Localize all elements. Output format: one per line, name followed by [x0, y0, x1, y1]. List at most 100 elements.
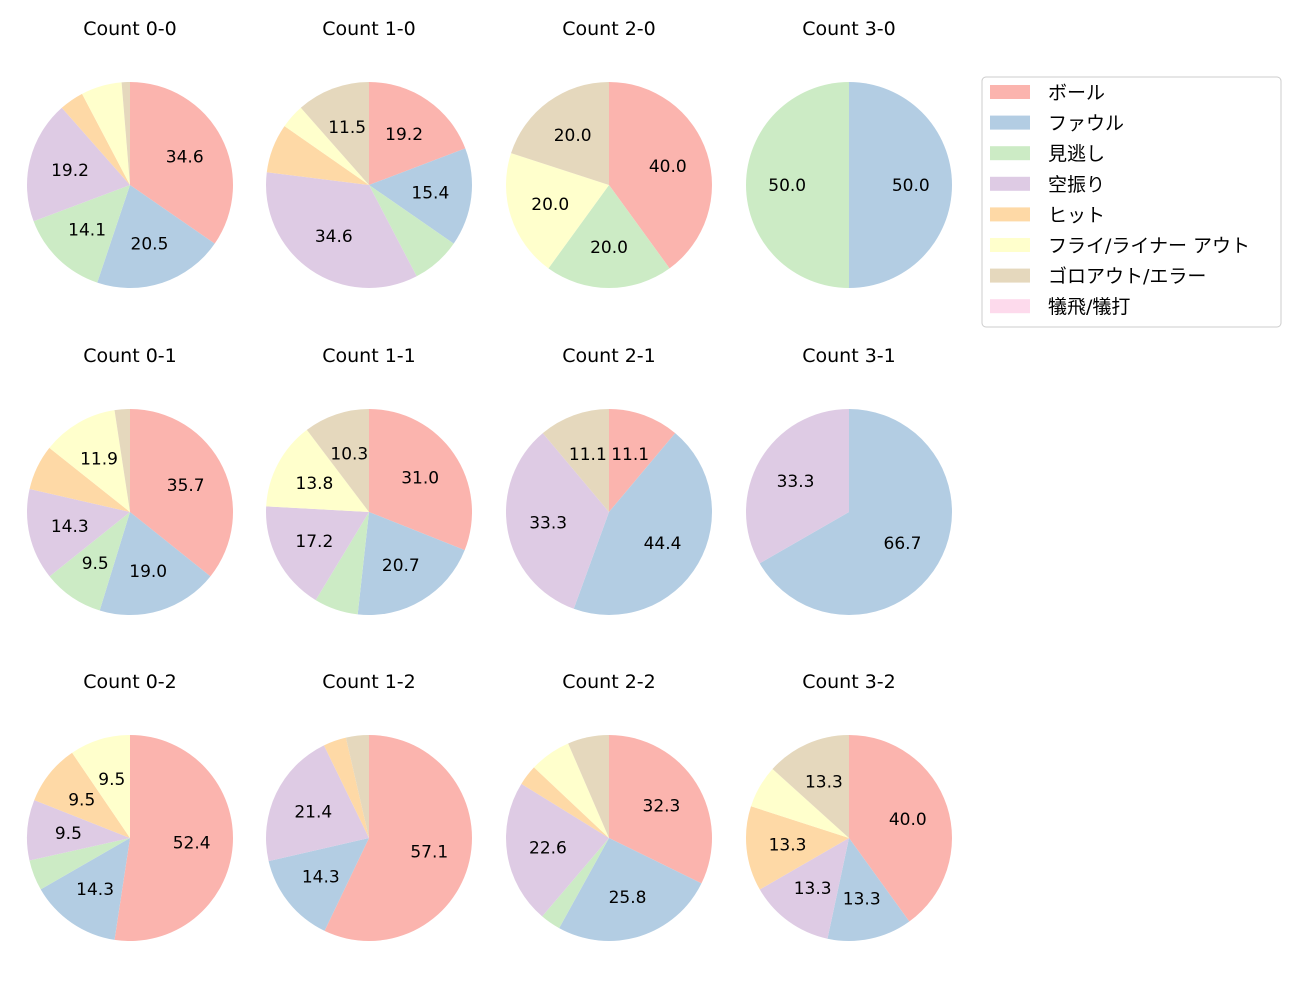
pie-slice [300, 82, 369, 185]
pie-title: Count 0-0 [83, 18, 177, 40]
slice-label: 44.4 [644, 534, 682, 554]
slice-label: 40.0 [889, 810, 927, 830]
slice-label: 19.0 [129, 562, 167, 582]
legend-swatch [990, 146, 1030, 161]
legend-entry: 見逃し [1048, 143, 1105, 165]
pie-title: Count 2-1 [562, 345, 656, 367]
pie-title: Count 0-2 [83, 671, 177, 693]
slice-label: 20.0 [590, 238, 628, 258]
pie-slice [369, 82, 466, 185]
slice-label: 34.6 [166, 147, 204, 167]
pie-slice [506, 433, 609, 609]
pie-title: Count 3-1 [802, 345, 896, 367]
slice-label: 31.0 [401, 468, 439, 488]
slice-label: 32.3 [643, 796, 681, 816]
pie-slice [751, 768, 849, 838]
pie-slice [849, 82, 952, 288]
pie-slice [759, 838, 849, 939]
pie-slice [266, 126, 369, 185]
legend-entry: フライ/ライナー アウト [1048, 235, 1250, 257]
pie-slice [27, 107, 131, 222]
pie-slice [559, 838, 702, 941]
pie-slice [542, 409, 609, 512]
pie-slice [34, 752, 131, 838]
slice-label: 9.5 [82, 554, 109, 574]
pie-slice [609, 409, 676, 512]
slice-label: 14.3 [302, 868, 340, 888]
pie-slice [369, 185, 454, 277]
legend-entry: 空振り [1048, 174, 1105, 196]
pie-slice [827, 838, 910, 941]
pie-slice [265, 745, 369, 862]
legend-entry: ゴロアウト/エラー [1048, 266, 1206, 288]
slice-label: 20.5 [131, 235, 169, 255]
slice-label: 33.3 [529, 514, 567, 534]
slice-label: 13.8 [296, 474, 334, 494]
pie-slice [61, 93, 131, 185]
legend-swatch [990, 207, 1030, 222]
pie-slice [27, 489, 131, 577]
slice-label: 20.7 [382, 556, 420, 576]
pie-slice [506, 783, 609, 917]
slice-label: 57.1 [410, 843, 448, 863]
pie-title: Count 3-0 [802, 18, 896, 40]
legend-swatch [990, 238, 1030, 252]
legend-swatch [990, 299, 1030, 314]
pie-slice [745, 409, 849, 564]
pie-slice [369, 409, 472, 551]
slice-label: 33.3 [777, 472, 815, 492]
legend-entry: ファウル [1048, 113, 1124, 135]
pie-title: Count 2-0 [562, 18, 656, 40]
pie-slice [568, 735, 609, 838]
pie-slice [357, 512, 465, 615]
pie-slice [323, 737, 369, 838]
pie-slice [130, 82, 233, 244]
pie-slice [506, 153, 609, 269]
slice-label: 35.7 [167, 476, 205, 496]
legend-swatch [990, 115, 1030, 130]
pie-slice [29, 838, 130, 890]
slice-label: 10.3 [330, 444, 368, 464]
pie-slice [72, 735, 130, 838]
slice-label: 9.5 [98, 770, 125, 790]
pie-slice [511, 82, 609, 185]
pie-title: Count 0-1 [83, 345, 177, 367]
pie-slice [33, 185, 130, 283]
slice-label: 19.2 [51, 161, 89, 181]
slice-label: 40.0 [649, 157, 687, 177]
pie-slice [266, 506, 369, 601]
pie-slice [40, 838, 130, 940]
slice-label: 14.1 [68, 220, 106, 240]
slice-label: 13.3 [843, 889, 881, 909]
slice-label: 15.4 [411, 183, 449, 203]
pie-slice [26, 800, 130, 861]
pie-slice [266, 429, 369, 512]
pie-slice [746, 806, 849, 890]
pie-slice [130, 409, 234, 577]
pie-slice [99, 512, 211, 615]
pie-slice [306, 409, 369, 512]
pie-slice [49, 410, 130, 512]
slice-label: 17.2 [295, 532, 333, 552]
slice-label: 11.5 [328, 118, 366, 138]
pie-slice [114, 409, 130, 512]
pie-title: Count 3-2 [802, 671, 896, 693]
legend-swatch [990, 176, 1030, 191]
legend-entry: 犠飛/犠打 [1048, 296, 1130, 318]
slice-label: 34.6 [315, 227, 353, 247]
pie-slice [121, 82, 130, 185]
slice-label: 11.1 [611, 445, 649, 465]
pie-slice [849, 735, 952, 922]
pie-slice [315, 512, 369, 615]
slice-label: 52.4 [173, 834, 211, 854]
pie-slice [345, 735, 369, 838]
pie-title: Count 1-1 [322, 345, 416, 367]
pie-slice [266, 172, 417, 289]
slice-label: 13.3 [769, 835, 807, 855]
legend-entry: ヒット [1048, 204, 1105, 226]
slice-label: 9.5 [55, 824, 82, 844]
pie-slice [609, 735, 712, 884]
pie-slice [548, 185, 670, 288]
